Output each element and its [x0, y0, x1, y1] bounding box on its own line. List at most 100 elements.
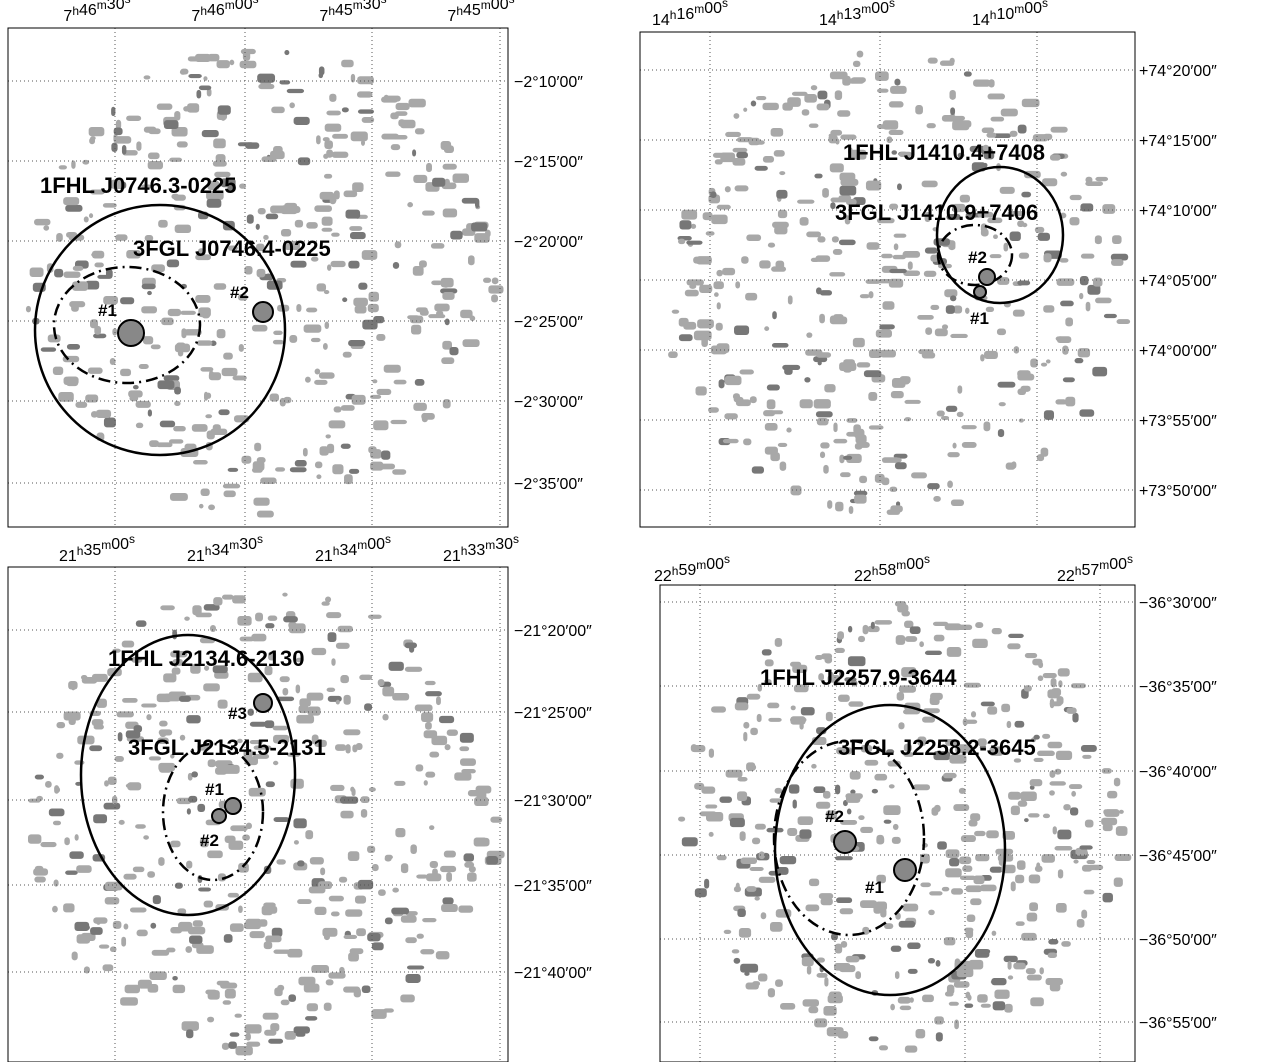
noise-blob: [232, 595, 246, 604]
noise-blob: [1050, 677, 1057, 688]
noise-blob: [1049, 781, 1066, 786]
noise-blob: [120, 368, 132, 377]
noise-blob: [880, 349, 896, 358]
noise-blob: [891, 150, 898, 155]
noise-blob: [421, 712, 434, 723]
noise-blob: [816, 957, 825, 963]
noise-blob: [237, 142, 254, 147]
noise-blob: [941, 114, 957, 122]
noise-blob: [147, 290, 152, 296]
noise-blob: [56, 232, 63, 242]
noise-blob: [867, 625, 880, 633]
noise-blob: [238, 862, 249, 873]
noise-blob: [459, 732, 474, 743]
noise-blob: [248, 787, 266, 797]
noise-blob: [860, 744, 873, 753]
noise-blob: [449, 347, 459, 356]
noise-blob: [203, 900, 214, 908]
noise-blob: [324, 140, 333, 150]
noise-blob: [993, 133, 1011, 139]
noise-blob: [426, 162, 432, 173]
noise-blob: [934, 328, 948, 337]
noise-blob: [324, 321, 330, 329]
noise-blob: [29, 267, 44, 278]
noise-blob: [429, 861, 438, 869]
noise-blob: [859, 475, 868, 484]
noise-blob: [946, 647, 962, 657]
noise-blob: [400, 994, 415, 1003]
noise-blob: [868, 291, 874, 299]
noise-blob: [348, 952, 359, 962]
noise-blob: [330, 784, 345, 791]
noise-blob: [1076, 918, 1085, 928]
noise-blob: [151, 264, 165, 273]
noise-blob: [331, 151, 349, 158]
noise-blob: [792, 664, 808, 673]
noise-blob: [1043, 253, 1052, 263]
noise-blob: [319, 191, 335, 200]
fhl-label: 1FHL J2134.6-2130: [108, 646, 305, 671]
source-marker: #2: [200, 831, 219, 850]
noise-blob: [1049, 154, 1061, 161]
noise-blob: [256, 243, 265, 252]
noise-blob: [1029, 902, 1039, 912]
panel: 14h16m00s 14h13m00s 14h10m00s +74°20′00″ +74…: [639, 0, 1217, 528]
noise-blob: [327, 632, 337, 643]
noise-blob: [818, 893, 834, 900]
noise-blob: [852, 60, 861, 68]
noise-blob: [367, 303, 379, 313]
noise-blob: [779, 856, 797, 865]
noise-blob: [834, 647, 845, 653]
noise-blob: [936, 410, 945, 417]
noise-blob: [935, 1032, 943, 1042]
noise-blob: [718, 379, 725, 389]
noise-blob: [264, 720, 275, 729]
noise-blob: [491, 294, 499, 303]
noise-blob: [406, 965, 425, 970]
noise-blob: [327, 264, 332, 271]
noise-blob: [1043, 305, 1055, 313]
noise-blob: [695, 386, 707, 396]
noise-blob: [161, 317, 174, 326]
noise-blob: [222, 1000, 232, 1005]
noise-blob: [824, 384, 836, 393]
noise-blob: [1079, 409, 1095, 417]
noise-blob: [121, 640, 135, 648]
noise-blob: [432, 177, 446, 187]
noise-blob: [442, 897, 454, 905]
noise-blob: [732, 147, 748, 153]
noise-blob: [158, 857, 165, 866]
noise-blob: [1074, 358, 1084, 364]
noise-blob: [370, 449, 382, 459]
noise-blob: [252, 754, 270, 759]
noise-blob: [989, 866, 1003, 873]
noise-blob: [1062, 345, 1069, 355]
noise-blob: [826, 1027, 844, 1037]
noise-blob: [357, 76, 374, 85]
noise-blob: [848, 505, 854, 515]
source-circle: [973, 285, 987, 299]
noise-blob: [1052, 826, 1057, 835]
noise-blob: [1029, 785, 1035, 790]
noise-blob: [1043, 410, 1055, 420]
noise-blob: [163, 673, 177, 683]
noise-blob: [255, 223, 260, 230]
noise-blob: [959, 875, 976, 880]
noise-blob: [1026, 974, 1042, 981]
noise-blob: [265, 935, 282, 943]
noise-blob: [876, 834, 884, 845]
noise-blob: [1066, 707, 1077, 714]
noise-blob: [854, 442, 863, 450]
noise-blob: [829, 316, 848, 325]
noise-blob: [383, 364, 401, 373]
noise-blob: [1111, 259, 1124, 266]
noise-blob: [91, 411, 98, 418]
noise-blob: [270, 205, 288, 214]
noise-blob: [775, 979, 783, 987]
noise-blob: [280, 229, 292, 237]
noise-blob: [799, 829, 812, 839]
noise-blob: [297, 860, 305, 867]
noise-blob: [249, 740, 263, 745]
noise-blob: [390, 419, 407, 425]
noise-blob: [779, 461, 787, 471]
